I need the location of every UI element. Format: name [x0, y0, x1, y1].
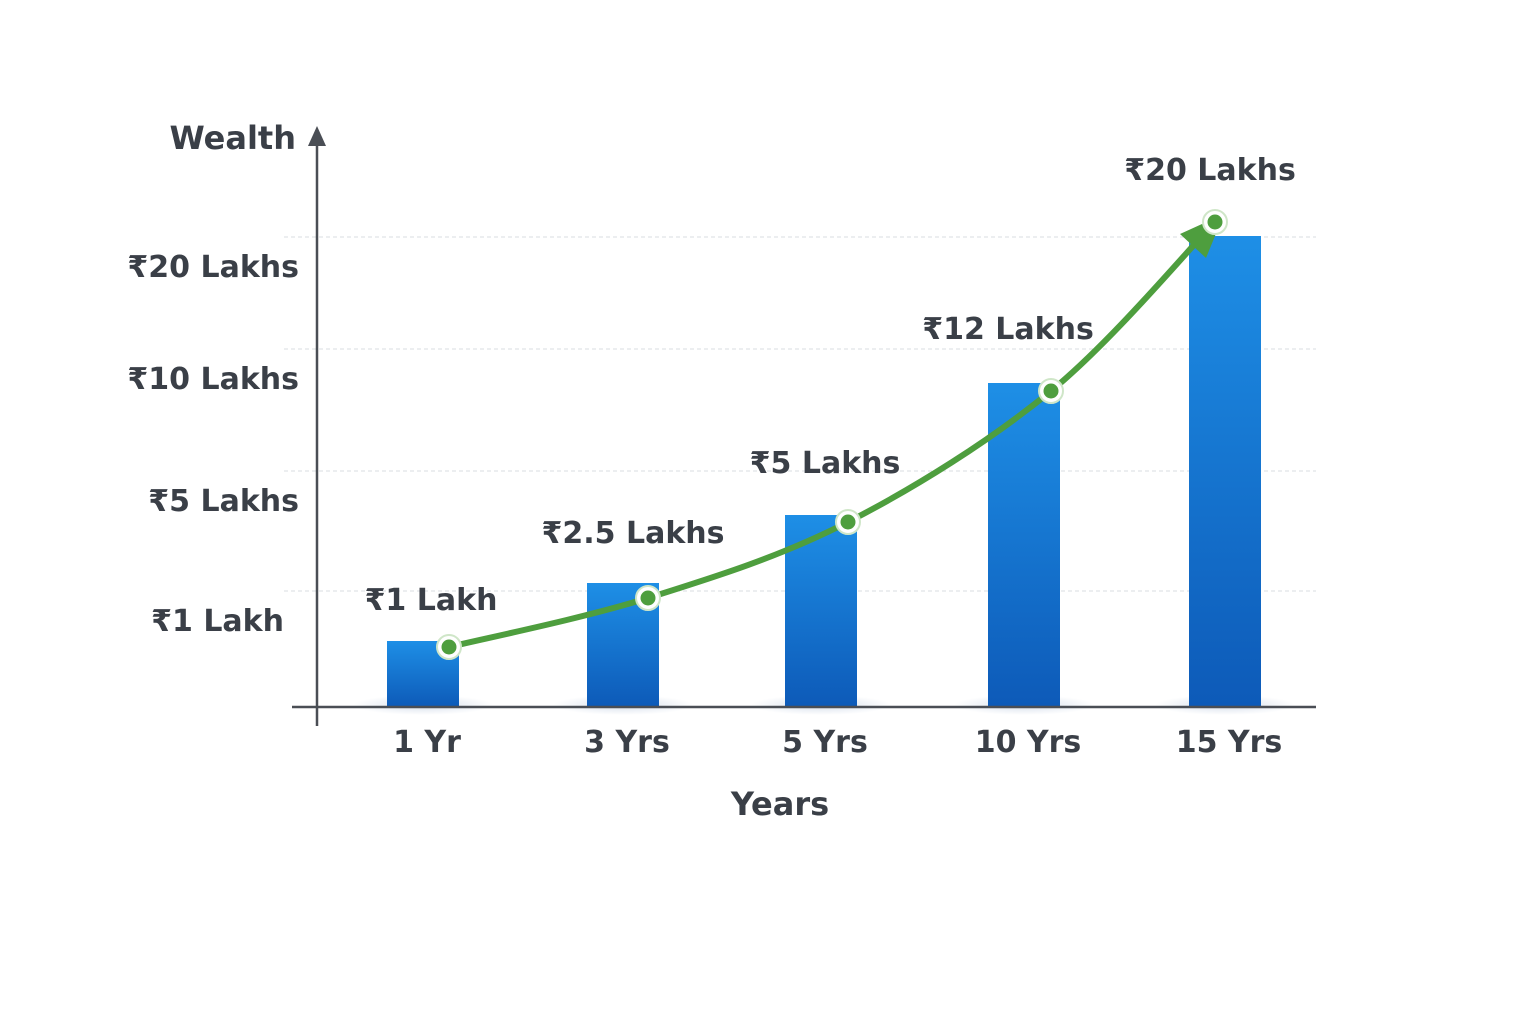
x-axis-title: Years [730, 785, 829, 823]
trend-marker [840, 514, 856, 530]
trend-marker [1207, 214, 1223, 230]
data-label: ₹5 Lakhs [750, 446, 901, 481]
y-tick-label: ₹1 Lakh [151, 604, 284, 639]
y-tick-label: ₹5 Lakhs [148, 484, 299, 519]
trend-marker [640, 590, 656, 606]
x-tick-label: 15 Yrs [1176, 725, 1283, 760]
data-labels: ₹1 Lakh ₹2.5 Lakhs ₹5 Lakhs ₹12 Lakhs ₹20 La… [365, 153, 1296, 618]
trend-marker [441, 639, 457, 655]
x-tick-label: 3 Yrs [584, 725, 670, 760]
x-tick-label: 10 Yrs [975, 725, 1082, 760]
y-tick-label: ₹20 Lakhs [127, 250, 299, 285]
data-label: ₹12 Lakhs [922, 312, 1094, 347]
tick-labels: ₹1 Lakh ₹5 Lakhs ₹10 Lakhs ₹20 Lakhs 1 Yr 3 Y… [127, 250, 1282, 760]
bar-4 [988, 383, 1060, 707]
y-axis-title: Wealth [170, 119, 297, 157]
grid-lines [284, 236, 1316, 592]
x-tick-label: 5 Yrs [782, 725, 868, 760]
y-tick-label: ₹10 Lakhs [127, 362, 299, 397]
data-label: ₹2.5 Lakhs [542, 516, 725, 551]
x-tick-label: 1 Yr [393, 725, 461, 760]
data-label: ₹1 Lakh [365, 583, 498, 618]
trend-line [436, 209, 1228, 660]
bar-5 [1189, 236, 1261, 707]
axes [292, 126, 1316, 726]
data-label: ₹20 Lakhs [1124, 153, 1296, 188]
y-axis-arrow-icon [308, 126, 326, 146]
trend-marker [1043, 383, 1059, 399]
